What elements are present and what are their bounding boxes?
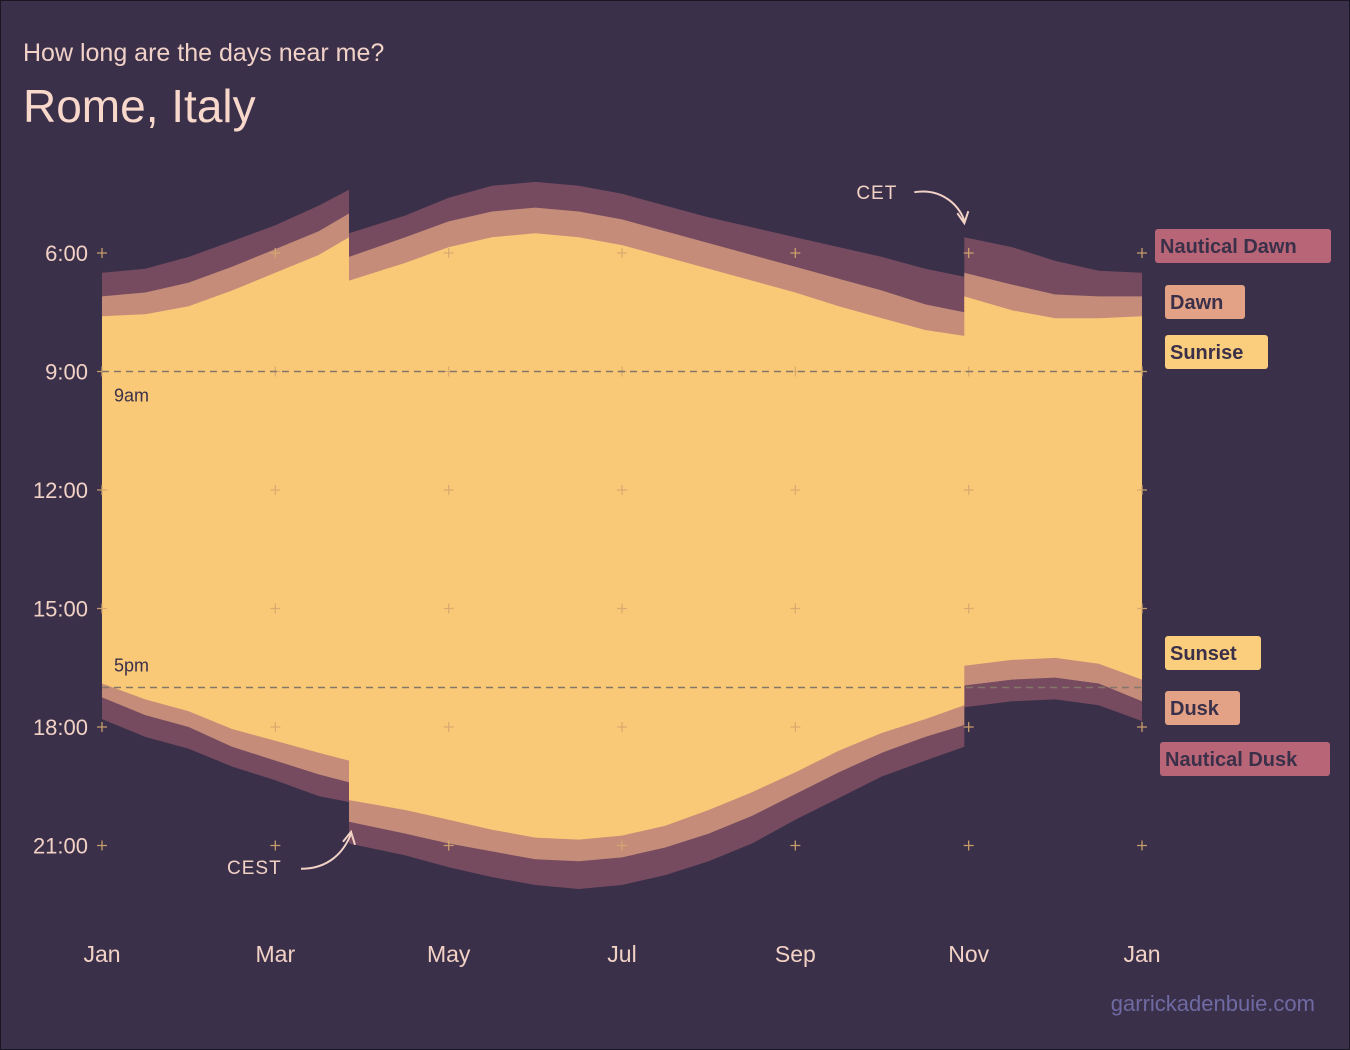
tick-mark-0-3 (97, 603, 107, 614)
legend-box-dusk (1165, 691, 1240, 725)
tick-mark-4-0 (790, 248, 801, 258)
tick-mark-4-3 (790, 603, 801, 614)
tick-mark-4-4 (790, 722, 801, 732)
tick-mark-0-5 (97, 840, 107, 851)
x-tick-label: Nov (948, 941, 989, 967)
legend-label-sunrise: Sunrise (1170, 342, 1243, 364)
legend-box-dawn (1165, 285, 1245, 319)
tick-mark-0-0 (97, 248, 107, 258)
legend-box-nautical-dawn (1155, 229, 1331, 263)
tick-mark-0-4 (97, 722, 107, 732)
x-tick-label: May (427, 941, 471, 967)
tick-mark-5-0 (963, 248, 974, 258)
tick-mark-6-3 (1137, 603, 1147, 614)
tick-mark-6-0 (1137, 248, 1147, 258)
reference-label-5pm: 5pm (114, 656, 149, 676)
legend-box-sunrise (1165, 335, 1268, 369)
y-tick-label: 18:00 (33, 715, 88, 740)
tick-mark-3-2 (617, 485, 627, 495)
legend-box-sunset (1165, 636, 1261, 670)
y-tick-label: 6:00 (45, 241, 88, 266)
tick-mark-2-4 (443, 722, 454, 732)
y-tick-label: 9:00 (45, 360, 88, 385)
chart-title: Rome, Italy (23, 80, 256, 132)
tick-mark-3-4 (617, 722, 627, 732)
y-tick-label: 15:00 (33, 597, 88, 622)
annotation-arrow-cet (914, 190, 966, 222)
tick-mark-1-2 (270, 485, 281, 495)
tick-mark-3-3 (617, 603, 627, 614)
annotation-cet: CET (856, 183, 897, 204)
legend-box-nautical-dusk (1160, 742, 1330, 776)
tick-mark-2-3 (443, 603, 454, 614)
legend-label-sunset: Sunset (1170, 643, 1237, 665)
tick-mark-5-4 (963, 722, 974, 732)
tick-mark-4-5 (790, 840, 801, 851)
chart-subtitle: How long are the days near me? (23, 39, 385, 67)
legend-label-dawn: Dawn (1170, 292, 1223, 314)
legend-label-nautical-dusk: Nautical Dusk (1165, 749, 1298, 771)
reference-label-9am: 9am (114, 386, 149, 406)
tick-mark-1-3 (270, 603, 281, 614)
tick-mark-5-2 (963, 485, 974, 495)
x-tick-label: Mar (256, 941, 296, 967)
annotation-arrow-cest (300, 833, 352, 870)
tick-mark-5-3 (963, 603, 974, 614)
legend-label-dusk: Dusk (1170, 698, 1220, 720)
tick-mark-1-4 (270, 722, 281, 732)
tick-mark-3-5 (617, 840, 627, 851)
tick-mark-0-2 (97, 485, 107, 495)
tick-mark-6-5 (1137, 840, 1147, 851)
x-tick-label: Jul (607, 941, 636, 967)
credit-text[interactable]: garrickadenbuie.com (1110, 991, 1315, 1016)
tick-mark-1-5 (270, 840, 281, 851)
tick-mark-4-2 (790, 485, 801, 495)
tick-mark-2-2 (443, 485, 454, 495)
annotation-arrowhead-cet (956, 210, 970, 226)
tick-mark-6-4 (1137, 722, 1147, 732)
y-tick-label: 12:00 (33, 478, 88, 503)
x-tick-label: Sep (775, 941, 816, 967)
annotation-arrowhead-cest (342, 829, 356, 846)
tick-mark-6-2 (1137, 485, 1147, 495)
y-tick-label: 21:00 (33, 834, 88, 859)
x-tick-label: Jan (83, 941, 120, 967)
annotation-cest: CEST (227, 858, 282, 879)
legend-label-nautical-dawn: Nautical Dawn (1160, 236, 1297, 258)
x-tick-label: Jan (1123, 941, 1160, 967)
tick-mark-2-0 (443, 248, 454, 258)
tick-mark-3-0 (617, 248, 627, 258)
tick-mark-5-5 (963, 840, 974, 851)
tick-mark-2-5 (443, 840, 454, 851)
tick-mark-1-0 (270, 248, 281, 258)
